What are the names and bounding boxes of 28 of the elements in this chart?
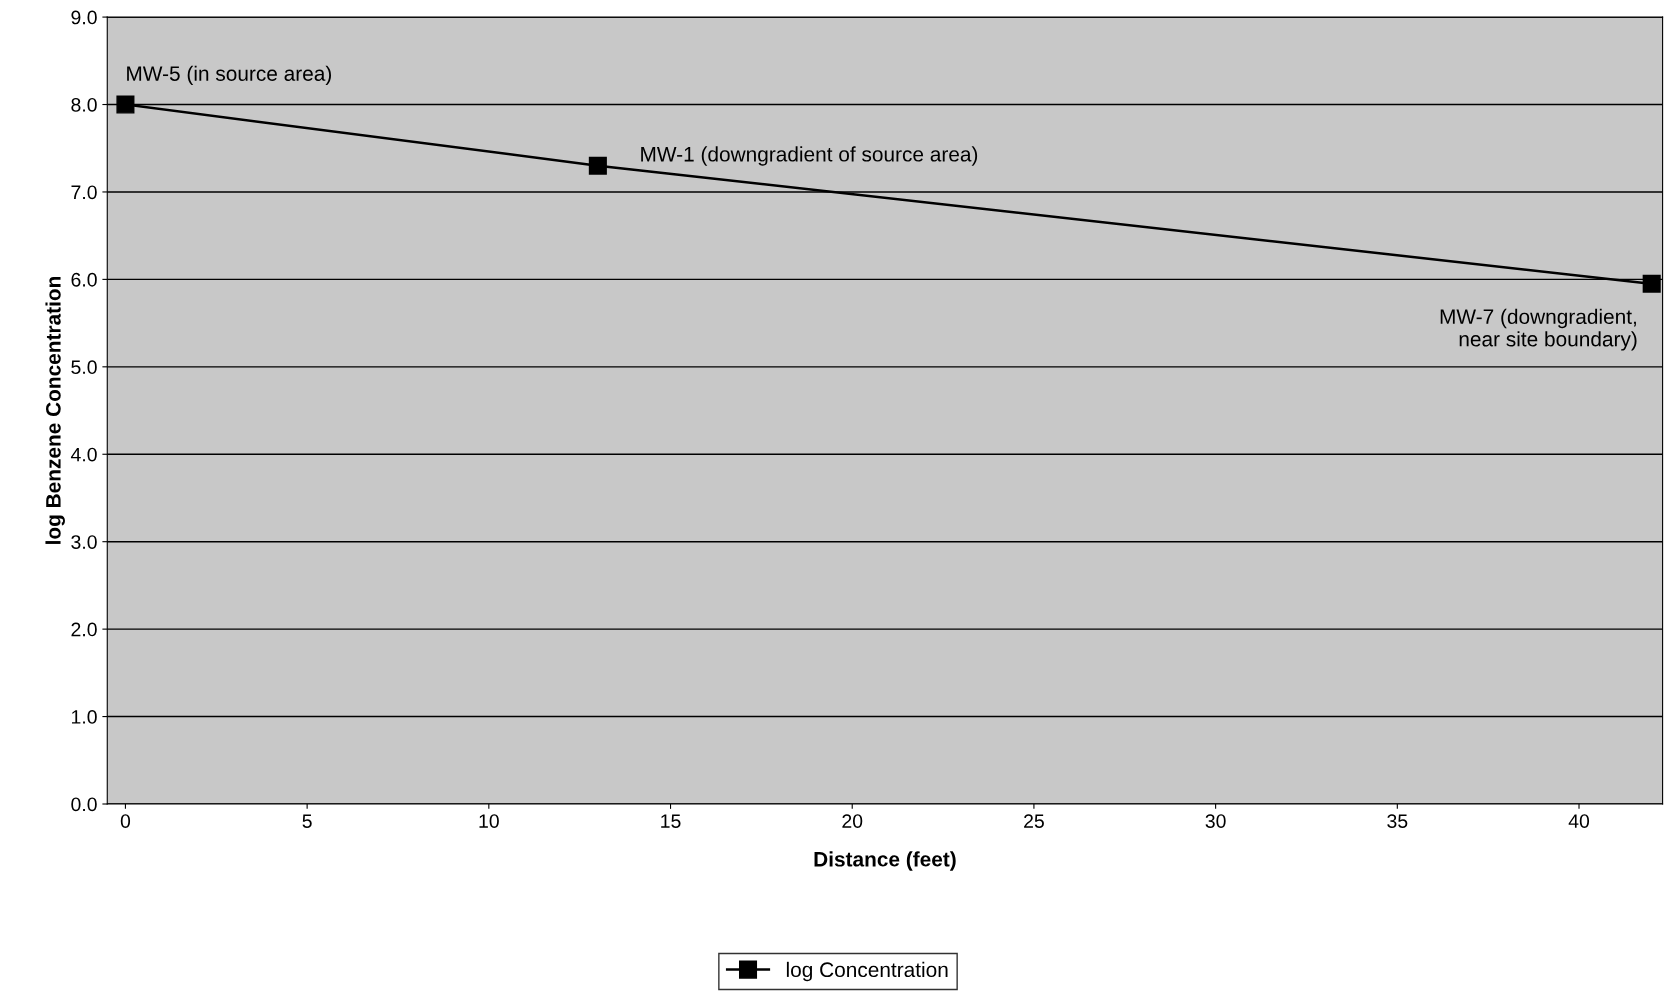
x-tick-label: 0: [120, 814, 131, 828]
annotation: MW-7 (downgradient, near site boundary): [1440, 308, 1637, 351]
x-tick-label: 15: [661, 814, 681, 828]
annotation: MW-1 (downgradient of source area): [641, 146, 978, 166]
y-tick-label: 5.0: [71, 360, 97, 375]
y-tick-label: 0.0: [71, 797, 97, 812]
point: [1642, 274, 1661, 293]
x-tick-label: 20: [842, 814, 863, 828]
y-tick-label: 1.0: [72, 710, 97, 724]
x-tick-label: 10: [479, 814, 499, 828]
point: [116, 95, 135, 114]
y-tick-label: 7.0: [71, 185, 97, 200]
y-tick-label: 2.0: [71, 622, 97, 637]
y-tick-label: 6.0: [71, 272, 97, 287]
y-tick-label: 8.0: [71, 97, 97, 112]
x-tick-label: 40: [1568, 814, 1590, 828]
x-tick-label: 25: [1024, 814, 1044, 828]
annotation: MW-5 (in source area): [127, 65, 331, 86]
legend-label: log Concentration: [786, 961, 948, 982]
x-axis-title: Distance (feet): [814, 851, 956, 871]
y-tick-label: 3.0: [71, 535, 97, 549]
x-tick-label: 35: [1387, 814, 1408, 828]
y-tick-label: 9.0: [71, 10, 97, 25]
y-tick-label: 4.0: [70, 447, 97, 462]
y-axis-title: log Benzene Concentration: [45, 276, 65, 544]
x-tick-label: 30: [1205, 814, 1226, 828]
x-tick-label: 5: [302, 814, 312, 828]
point: [588, 156, 607, 175]
